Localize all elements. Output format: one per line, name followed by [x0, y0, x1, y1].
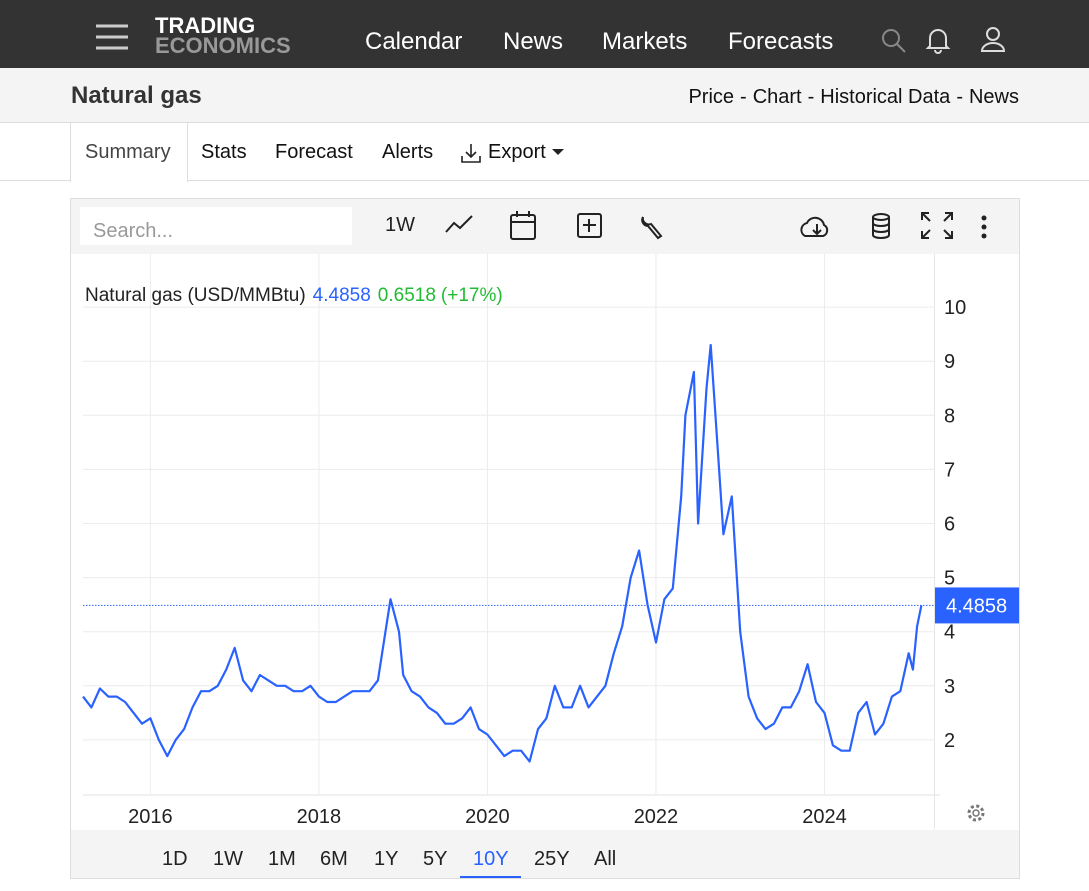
download-icon[interactable] [800, 216, 829, 237]
line-type-icon[interactable] [445, 215, 473, 233]
active-underline [460, 876, 521, 878]
title: Natural gas (USD/MMBtu) [85, 285, 306, 306]
range-button[interactable]: 25Y [534, 848, 570, 870]
x-tick-label: 2018 [297, 806, 342, 828]
range-button[interactable]: All [594, 848, 617, 870]
range-button[interactable]: 6M [320, 848, 348, 870]
x-tick-label: 2020 [465, 806, 510, 828]
nav-link[interactable]: News [503, 28, 564, 55]
page-title: Natural gas [71, 82, 202, 109]
range-button[interactable]: 10Y [473, 848, 509, 870]
x-tick-label: 2022 [634, 806, 679, 828]
link-separator: - [807, 86, 815, 108]
database-icon[interactable] [872, 213, 890, 239]
logo[interactable]: TRADING ECONOMICS [155, 13, 291, 58]
sub-header [0, 68, 1089, 123]
range-button[interactable]: 1W [213, 848, 243, 870]
tab[interactable]: Stats [201, 141, 247, 163]
nav-link[interactable]: Forecasts [728, 28, 834, 55]
nav-link[interactable]: Markets [602, 28, 688, 55]
section-link[interactable]: Historical Data [820, 86, 951, 108]
section-link[interactable]: Price [688, 86, 735, 108]
chart-panel [70, 198, 1020, 879]
y-tick-label: 5 [944, 568, 955, 590]
menu-icon[interactable] [94, 24, 130, 50]
section-link[interactable]: Chart [752, 86, 802, 108]
toolbar-icons [445, 211, 987, 240]
section-link[interactable]: News [968, 86, 1019, 108]
y-tick-label: 3 [944, 676, 955, 698]
top-bar [0, 0, 1089, 68]
x-tick-label: 2024 [802, 806, 847, 828]
range-bar [71, 830, 1019, 878]
settings-icon[interactable] [967, 804, 985, 822]
x-tick-label: 2016 [128, 806, 173, 828]
nav-link[interactable]: Calendar [365, 28, 463, 55]
range-button[interactable]: 1M [268, 848, 296, 870]
caret [552, 149, 564, 155]
y-tick-label: 6 [944, 514, 955, 536]
chart-title: Natural gas (USD/MMBtu) 4.4858 0.6518 (+17%… [85, 285, 503, 306]
fullscreen-icon[interactable] [921, 212, 953, 239]
tools-icon[interactable] [641, 216, 663, 240]
range-button[interactable]: 5Y [423, 848, 448, 870]
tab[interactable]: Summary [85, 141, 171, 163]
range-button[interactable]: 1D [162, 848, 188, 870]
last-price-box [935, 587, 1019, 624]
export-icon [461, 144, 481, 163]
price-line [82, 343, 923, 763]
y-tick-label: 10 [944, 297, 966, 319]
interval-button[interactable]: 1W [385, 214, 415, 236]
change-pct: (+17%) [441, 285, 503, 306]
link-separator: - [956, 86, 963, 108]
logo-top: TRADING [155, 13, 256, 38]
compare-icon[interactable] [577, 213, 602, 238]
last-price-label: 4.4858 [946, 595, 1007, 617]
tab[interactable]: Alerts [382, 141, 434, 163]
tab[interactable]: Forecast [275, 141, 353, 163]
link-separator: - [740, 86, 747, 108]
more-icon[interactable] [981, 215, 987, 239]
y-tick-label: 9 [944, 351, 955, 373]
export-icons [461, 144, 564, 163]
search-icon[interactable] [880, 27, 908, 55]
active-tab-frame [70, 122, 188, 182]
logo-bottom: ECONOMICS [155, 33, 291, 58]
search-box[interactable]: Search... [80, 207, 352, 245]
tab-bar [0, 122, 1089, 181]
calendar-icon[interactable] [510, 211, 536, 240]
y-tick-label: 8 [944, 405, 955, 427]
change: 0.6518 [378, 285, 436, 306]
y-tick-label: 2 [944, 730, 955, 752]
user-icon[interactable] [980, 25, 1006, 53]
section-links: Price - Chart - Historical Data - News [688, 86, 1019, 109]
y-tick-label: 4 [944, 622, 955, 644]
axis-separator [934, 254, 935, 829]
range-button[interactable]: 1Y [374, 848, 399, 870]
search-placeholder: Search... [93, 220, 174, 242]
price: 4.4858 [313, 285, 371, 306]
y-tick-label: 7 [944, 459, 955, 481]
bell-icon[interactable] [925, 26, 951, 54]
tab[interactable]: Export [488, 141, 546, 163]
